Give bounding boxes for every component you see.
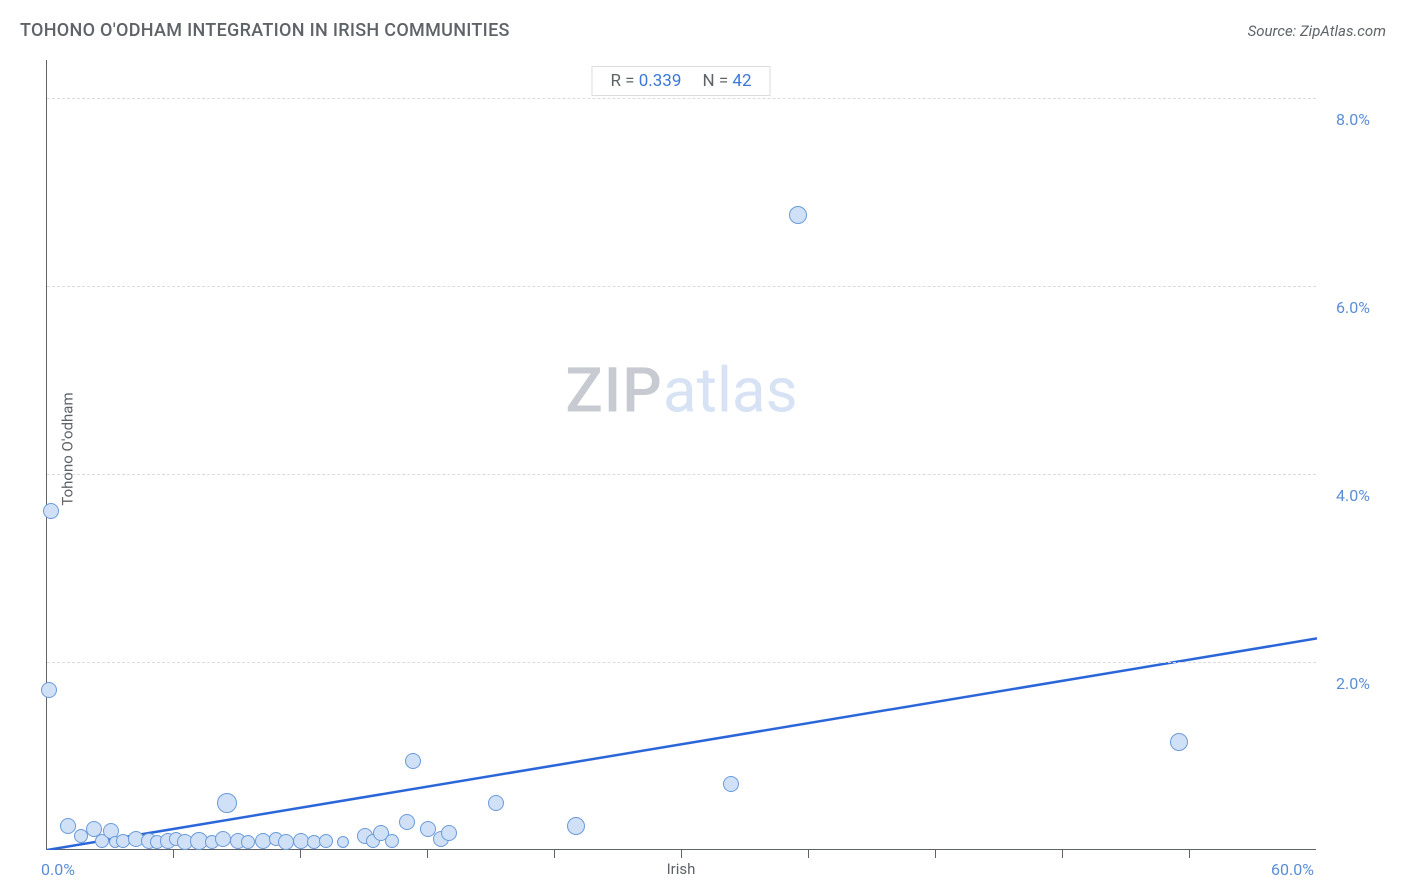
watermark: ZIPatlas <box>565 355 797 428</box>
data-point <box>399 814 415 830</box>
n-value: 42 <box>732 71 751 91</box>
data-point <box>723 776 739 792</box>
x-tick-mark <box>681 850 682 858</box>
data-point <box>488 795 504 811</box>
data-point <box>567 817 585 835</box>
n-label: N = <box>703 71 733 91</box>
gridline <box>47 98 1316 99</box>
data-point <box>43 503 59 519</box>
x-tick-mark <box>554 850 555 858</box>
y-tick-label: 8.0% <box>1336 110 1370 129</box>
x-axis-label: Irish <box>46 860 1316 878</box>
data-point <box>405 753 421 769</box>
plot-region: ZIPatlas <box>46 60 1316 850</box>
x-tick-mark <box>1062 850 1063 858</box>
data-point <box>1170 733 1188 751</box>
chart-header: TOHONO O'ODHAM INTEGRATION IN IRISH COMM… <box>20 20 1386 41</box>
data-point <box>337 836 349 848</box>
chart-source: Source: ZipAtlas.com <box>1248 22 1386 40</box>
y-tick-label: 2.0% <box>1336 674 1370 693</box>
data-point <box>319 834 333 848</box>
y-tick-label: 4.0% <box>1336 486 1370 505</box>
gridline <box>47 474 1316 475</box>
x-tick-mark <box>173 850 174 858</box>
x-tick-mark <box>935 850 936 858</box>
x-tick-label: 0.0% <box>41 860 75 879</box>
watermark-atlas: atlas <box>663 355 798 428</box>
data-point <box>307 835 321 849</box>
x-tick-mark <box>427 850 428 858</box>
gridline <box>47 286 1316 287</box>
x-tick-mark <box>1189 850 1190 858</box>
chart-title: TOHONO O'ODHAM INTEGRATION IN IRISH COMM… <box>20 20 510 41</box>
watermark-zip: ZIP <box>565 355 663 428</box>
r-value: 0.339 <box>639 71 682 91</box>
data-point <box>789 206 807 224</box>
x-tick-mark <box>300 850 301 858</box>
data-point <box>441 825 457 841</box>
data-point <box>278 834 294 850</box>
gridline <box>47 662 1316 663</box>
data-point <box>241 835 255 849</box>
y-tick-label: 6.0% <box>1336 298 1370 317</box>
data-point <box>215 831 231 847</box>
x-tick-mark <box>808 850 809 858</box>
stats-box: R = 0.339 N = 42 <box>591 66 770 96</box>
y-axis-label: Tohono O'odham <box>59 392 77 505</box>
data-point <box>41 682 57 698</box>
r-label: R = <box>610 71 638 91</box>
chart-area: ZIPatlas R = 0.339 N = 42 Tohono O'odham… <box>46 60 1316 850</box>
x-tick-label: 60.0% <box>1271 860 1314 879</box>
data-point <box>217 793 237 813</box>
data-point <box>385 834 399 848</box>
trend-line <box>47 60 1317 850</box>
